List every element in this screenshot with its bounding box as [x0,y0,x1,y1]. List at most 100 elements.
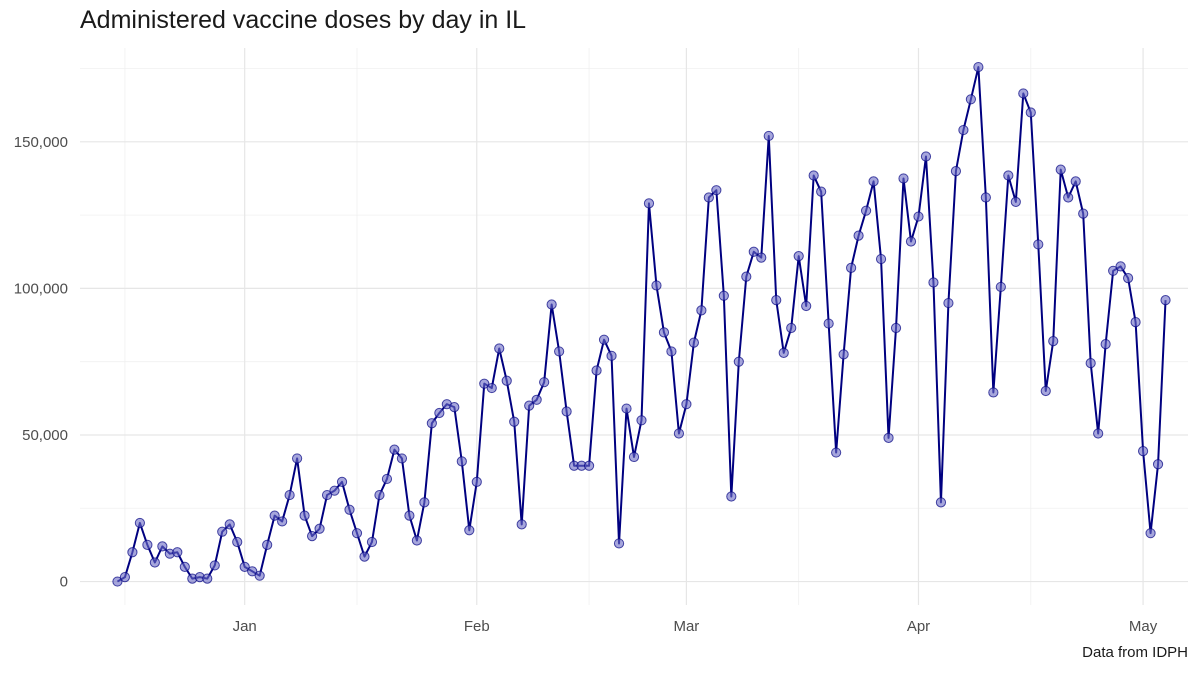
data-point-49 [479,378,490,389]
data-point-66 [606,350,617,361]
chart-caption: Data from IDPH [1082,644,1188,661]
axis-labels: 0 50,000 100,000 150,000 Jan Feb Mar Apr May [14,134,1158,635]
data-points [112,61,1171,587]
data-point-1 [119,572,131,583]
data-point-48 [471,476,482,487]
data-point-108 [920,151,932,162]
data-point-86 [756,252,767,263]
data-point-136 [1130,317,1141,328]
data-point-92 [801,300,812,312]
data-point-36 [381,473,393,485]
data-point-27 [314,523,325,534]
data-point-90 [786,322,797,334]
data-point-89 [778,347,789,358]
data-point-127 [1063,192,1074,203]
chart-title: Administered vaccine doses by day in IL [80,6,527,34]
data-point-81 [718,290,729,301]
data-point-31 [344,504,355,515]
data-point-6 [157,541,168,552]
y-tick-label: 150,000 [14,134,68,151]
data-point-76 [681,399,692,410]
data-point-100 [860,205,872,216]
data-point-109 [928,277,939,288]
data-point-102 [875,253,887,265]
data-point-87 [763,130,774,142]
data-point-116 [980,192,991,203]
data-point-53 [509,416,520,427]
data-point-54 [516,519,527,530]
data-point-29 [329,485,340,496]
data-point-60 [561,406,572,417]
series-line [116,66,1167,583]
data-point-77 [688,337,699,348]
data-point-112 [950,166,962,177]
data-point-114 [965,94,976,105]
data-point-59 [554,346,565,357]
data-point-85 [748,246,759,257]
data-point-130 [1085,358,1096,369]
grid-lines [80,48,1188,605]
data-point-35 [374,489,385,501]
data-point-68 [621,403,632,414]
data-point-125 [1048,336,1059,347]
data-point-134 [1115,261,1126,272]
data-point-98 [846,262,857,273]
data-point-72 [651,280,662,291]
data-point-78 [696,305,707,316]
data-point-140 [1160,295,1171,306]
data-point-99 [853,230,864,241]
data-point-104 [890,322,902,334]
data-point-97 [838,349,849,360]
data-point-82 [726,491,737,502]
data-point-30 [336,476,348,487]
data-point-91 [793,251,804,262]
data-point-18 [247,566,258,577]
data-point-84 [741,271,752,282]
x-tick-label: Jan [233,618,257,635]
data-point-57 [539,377,550,388]
data-point-107 [913,211,924,222]
data-point-23 [284,489,295,501]
x-tick-label: Feb [464,618,490,635]
y-tick-label: 0 [60,574,68,591]
data-point-45 [449,402,460,413]
data-point-50 [486,382,497,394]
data-point-139 [1152,459,1164,470]
data-point-129 [1078,208,1089,219]
data-point-88 [771,295,782,306]
data-point-28 [321,489,333,501]
data-point-21 [269,510,280,521]
x-tick-label: Mar [673,618,699,635]
data-point-126 [1055,164,1066,175]
data-point-64 [591,365,602,376]
data-point-135 [1123,273,1134,284]
data-point-12 [202,573,213,584]
data-point-16 [232,536,243,548]
data-point-8 [172,547,183,558]
x-tick-label: May [1129,618,1158,635]
data-point-93 [808,170,819,181]
data-point-22 [277,516,288,527]
data-point-3 [134,517,145,529]
data-point-40 [411,535,422,546]
data-point-137 [1137,445,1149,457]
data-point-79 [703,192,714,203]
data-point-63 [583,460,595,471]
data-point-55 [524,400,535,411]
data-point-120 [1010,196,1021,208]
data-point-83 [733,356,744,367]
data-point-128 [1070,176,1081,187]
data-point-13 [209,560,220,571]
data-point-105 [898,173,909,184]
data-point-124 [1040,385,1051,397]
data-point-96 [831,447,842,458]
data-point-56 [531,394,542,405]
data-point-46 [456,456,467,467]
data-point-4 [142,539,153,551]
data-point-80 [711,185,722,196]
data-point-122 [1025,107,1036,118]
data-point-24 [292,453,303,464]
data-point-43 [434,407,445,419]
data-point-103 [883,432,894,443]
